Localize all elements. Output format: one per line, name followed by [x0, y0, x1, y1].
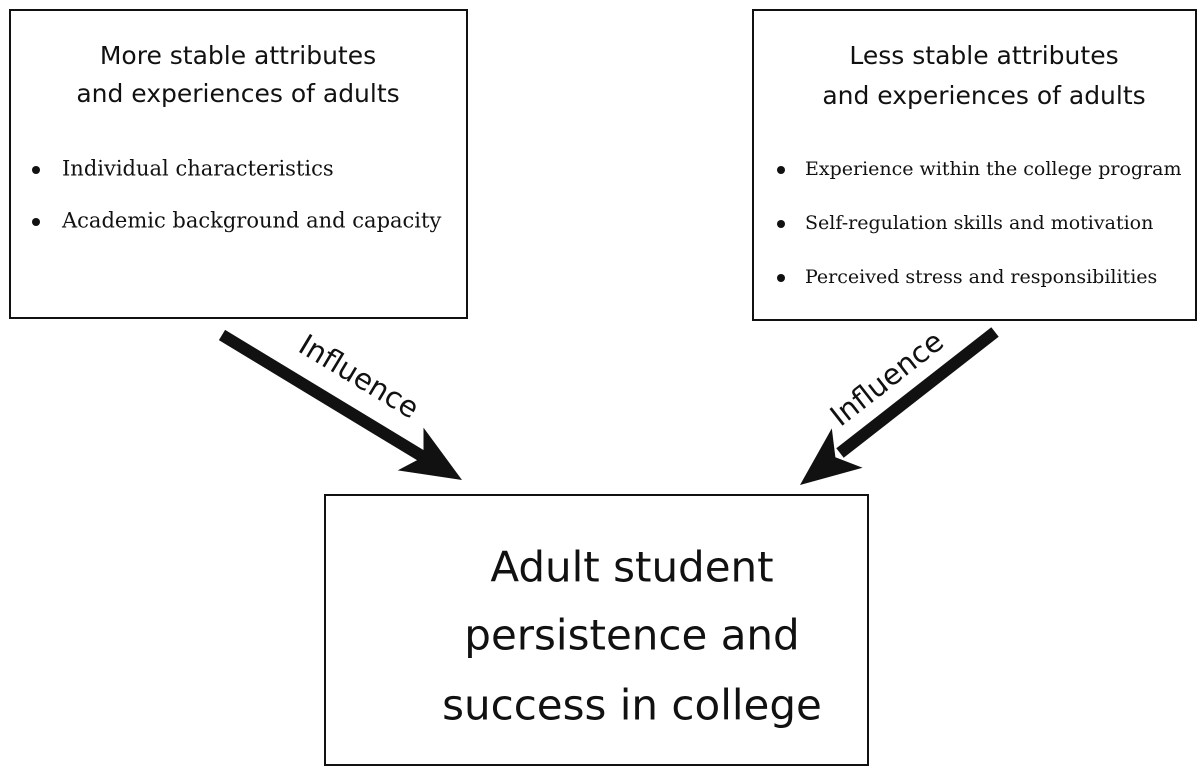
edge-label: Influence: [293, 327, 425, 425]
node-title: success in college: [442, 681, 822, 730]
node-title: Adult student: [490, 543, 773, 592]
bullet: [777, 166, 785, 174]
node-item: Academic background and capacity: [61, 209, 441, 233]
node-title: and experiences of adults: [822, 81, 1145, 110]
node-title: persistence and: [464, 611, 799, 660]
arrow-head: [800, 428, 863, 485]
bullet: [32, 166, 40, 174]
bottom-box: [324, 494, 869, 766]
node-title: Less stable attributes: [849, 41, 1118, 70]
arrow-head: [397, 427, 462, 480]
arrow: [836, 327, 999, 458]
right-box: [752, 9, 1197, 321]
node-item: Individual characteristics: [62, 157, 334, 181]
node-title: More stable attributes: [100, 41, 376, 70]
left-box: [9, 9, 468, 319]
node-item: Experience within the college program: [805, 158, 1181, 180]
bullet: [777, 274, 785, 282]
node-item: Perceived stress and responsibilities: [805, 266, 1157, 288]
bullet: [32, 218, 40, 226]
arrow: [218, 329, 434, 467]
node-title: and experiences of adults: [76, 79, 399, 108]
node-item: Self-regulation skills and motivation: [805, 212, 1153, 234]
bullet: [777, 220, 785, 228]
